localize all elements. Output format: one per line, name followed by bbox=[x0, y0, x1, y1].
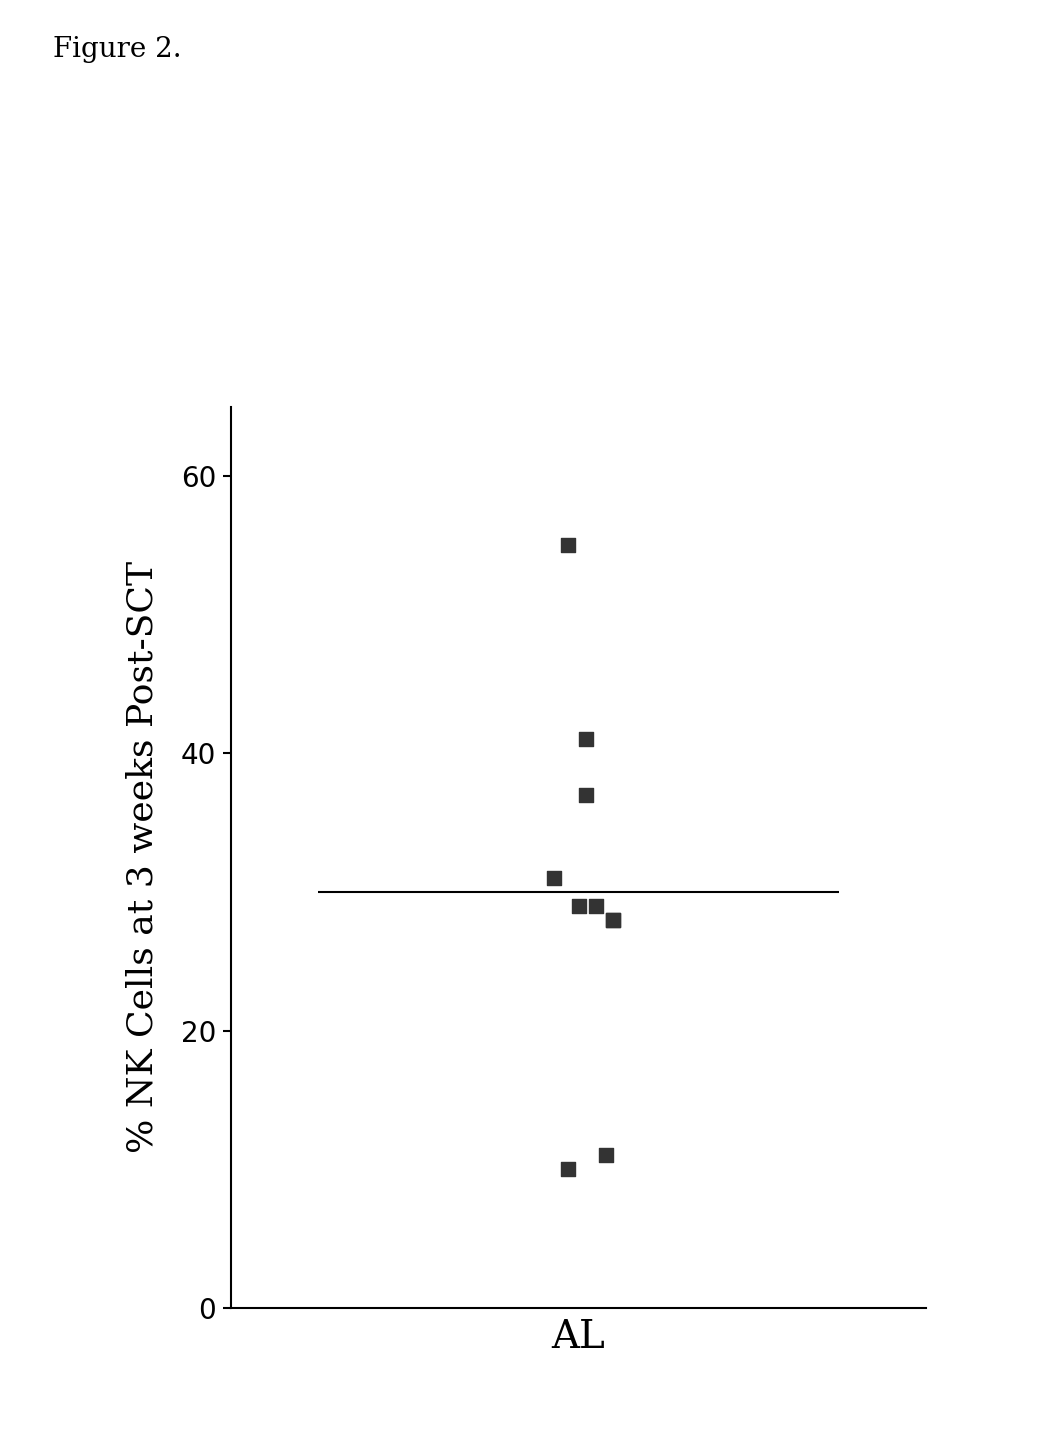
Text: Figure 2.: Figure 2. bbox=[53, 36, 181, 64]
Y-axis label: % NK Cells at 3 weeks Post-SCT: % NK Cells at 3 weeks Post-SCT bbox=[126, 561, 160, 1154]
Point bbox=[560, 1158, 576, 1181]
Point bbox=[587, 894, 604, 917]
Point bbox=[598, 1144, 614, 1167]
Point bbox=[570, 894, 587, 917]
Point bbox=[605, 908, 622, 931]
Point bbox=[605, 908, 622, 931]
Point bbox=[560, 533, 576, 556]
Point bbox=[578, 783, 594, 806]
Point bbox=[578, 728, 594, 751]
Point bbox=[546, 866, 563, 889]
